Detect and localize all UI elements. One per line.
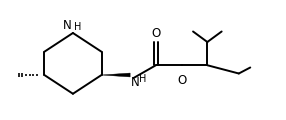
Text: H: H	[74, 21, 82, 31]
Text: N: N	[63, 19, 72, 32]
Text: O: O	[151, 27, 160, 40]
Text: H: H	[139, 74, 147, 84]
Polygon shape	[102, 73, 130, 77]
Text: O: O	[177, 73, 186, 87]
Text: N: N	[131, 76, 140, 89]
